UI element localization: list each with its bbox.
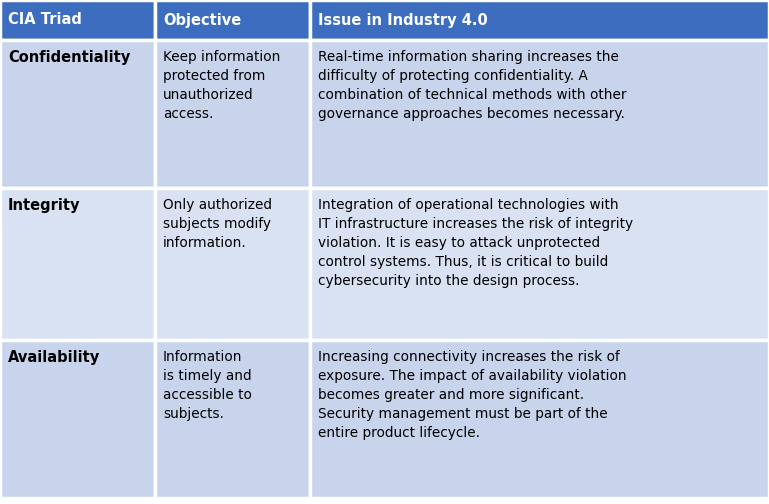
Bar xyxy=(0,188,155,340)
Bar xyxy=(310,0,769,40)
Text: Availability: Availability xyxy=(8,350,100,365)
Text: Information
is timely and
accessible to
subjects.: Information is timely and accessible to … xyxy=(163,350,252,421)
Text: CIA Triad: CIA Triad xyxy=(8,13,82,28)
Bar xyxy=(0,0,155,40)
Text: Objective: Objective xyxy=(163,13,241,28)
Text: Issue in Industry 4.0: Issue in Industry 4.0 xyxy=(318,13,488,28)
Bar xyxy=(155,188,310,340)
Bar xyxy=(310,340,769,498)
Bar xyxy=(0,40,155,188)
Text: Integrity: Integrity xyxy=(8,198,81,213)
Text: Only authorized
subjects modify
information.: Only authorized subjects modify informat… xyxy=(163,198,272,250)
Text: Increasing connectivity increases the risk of
exposure. The impact of availabili: Increasing connectivity increases the ri… xyxy=(318,350,627,440)
Bar xyxy=(310,40,769,188)
Text: Real-time information sharing increases the
difficulty of protecting confidentia: Real-time information sharing increases … xyxy=(318,50,627,121)
Text: Keep information
protected from
unauthorized
access.: Keep information protected from unauthor… xyxy=(163,50,281,121)
Bar xyxy=(0,340,155,498)
Text: Confidentiality: Confidentiality xyxy=(8,50,130,65)
Bar xyxy=(155,40,310,188)
Text: Integration of operational technologies with
IT infrastructure increases the ris: Integration of operational technologies … xyxy=(318,198,633,288)
Bar xyxy=(155,0,310,40)
Bar xyxy=(155,340,310,498)
Bar xyxy=(310,188,769,340)
